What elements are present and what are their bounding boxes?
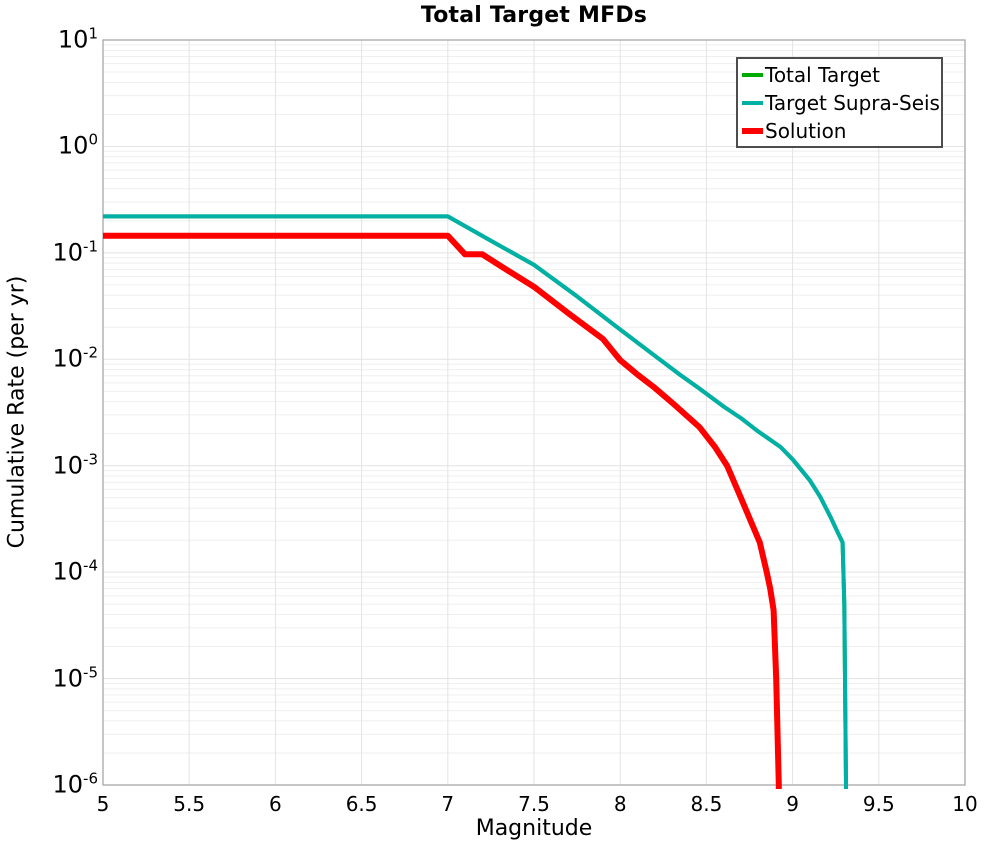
- legend-label: Target Supra-Seis: [765, 91, 940, 115]
- legend-item-solution: Solution: [742, 117, 941, 145]
- x-tick-label: 5.5: [173, 792, 206, 816]
- legend-swatch-icon: [742, 128, 763, 134]
- legend-item-target-supra-seis: Target Supra-Seis: [742, 89, 941, 117]
- x-tick-label: 6: [269, 792, 282, 816]
- legend-item-total-target: Total Target: [742, 61, 941, 89]
- x-tick-label: 10: [952, 792, 978, 816]
- series-solution: [103, 232, 782, 789]
- legend-swatch-icon: [742, 101, 763, 105]
- x-tick-label: 7.5: [518, 792, 550, 816]
- series-target-supra-seis: [103, 214, 848, 789]
- y-tick-label: 10-5: [52, 663, 98, 693]
- legend-swatch-icon: [742, 73, 763, 77]
- x-tick-label: 9: [786, 792, 799, 816]
- y-tick-label: 10-3: [52, 450, 98, 480]
- y-axis-label: Cumulative Rate (per yr): [4, 275, 30, 549]
- x-tick-label: 7: [441, 792, 455, 816]
- y-tick-label: 100: [57, 130, 98, 160]
- x-tick-label: 5: [96, 792, 110, 816]
- chart-title: Total Target MFDs: [420, 3, 648, 28]
- x-tick-label: 6.5: [345, 792, 378, 816]
- y-tick-label: 10-2: [52, 343, 98, 373]
- legend: Total Target Target Supra-Seis Solution: [736, 57, 943, 148]
- legend-label: Solution: [765, 119, 847, 143]
- y-tick-label: 10-4: [52, 556, 98, 586]
- x-axis-label: Magnitude: [475, 816, 593, 841]
- series-total-target: [103, 214, 848, 789]
- x-tick-label: 8: [613, 792, 627, 816]
- legend-label: Total Target: [765, 63, 880, 87]
- plot-border: [102, 39, 966, 786]
- y-tick-label: 10-1: [52, 237, 98, 267]
- x-tick-label: 8.5: [690, 792, 723, 816]
- y-tick-label: 101: [57, 24, 98, 54]
- x-tick-label: 9.5: [862, 792, 895, 816]
- y-tick-label: 10-6: [52, 769, 98, 799]
